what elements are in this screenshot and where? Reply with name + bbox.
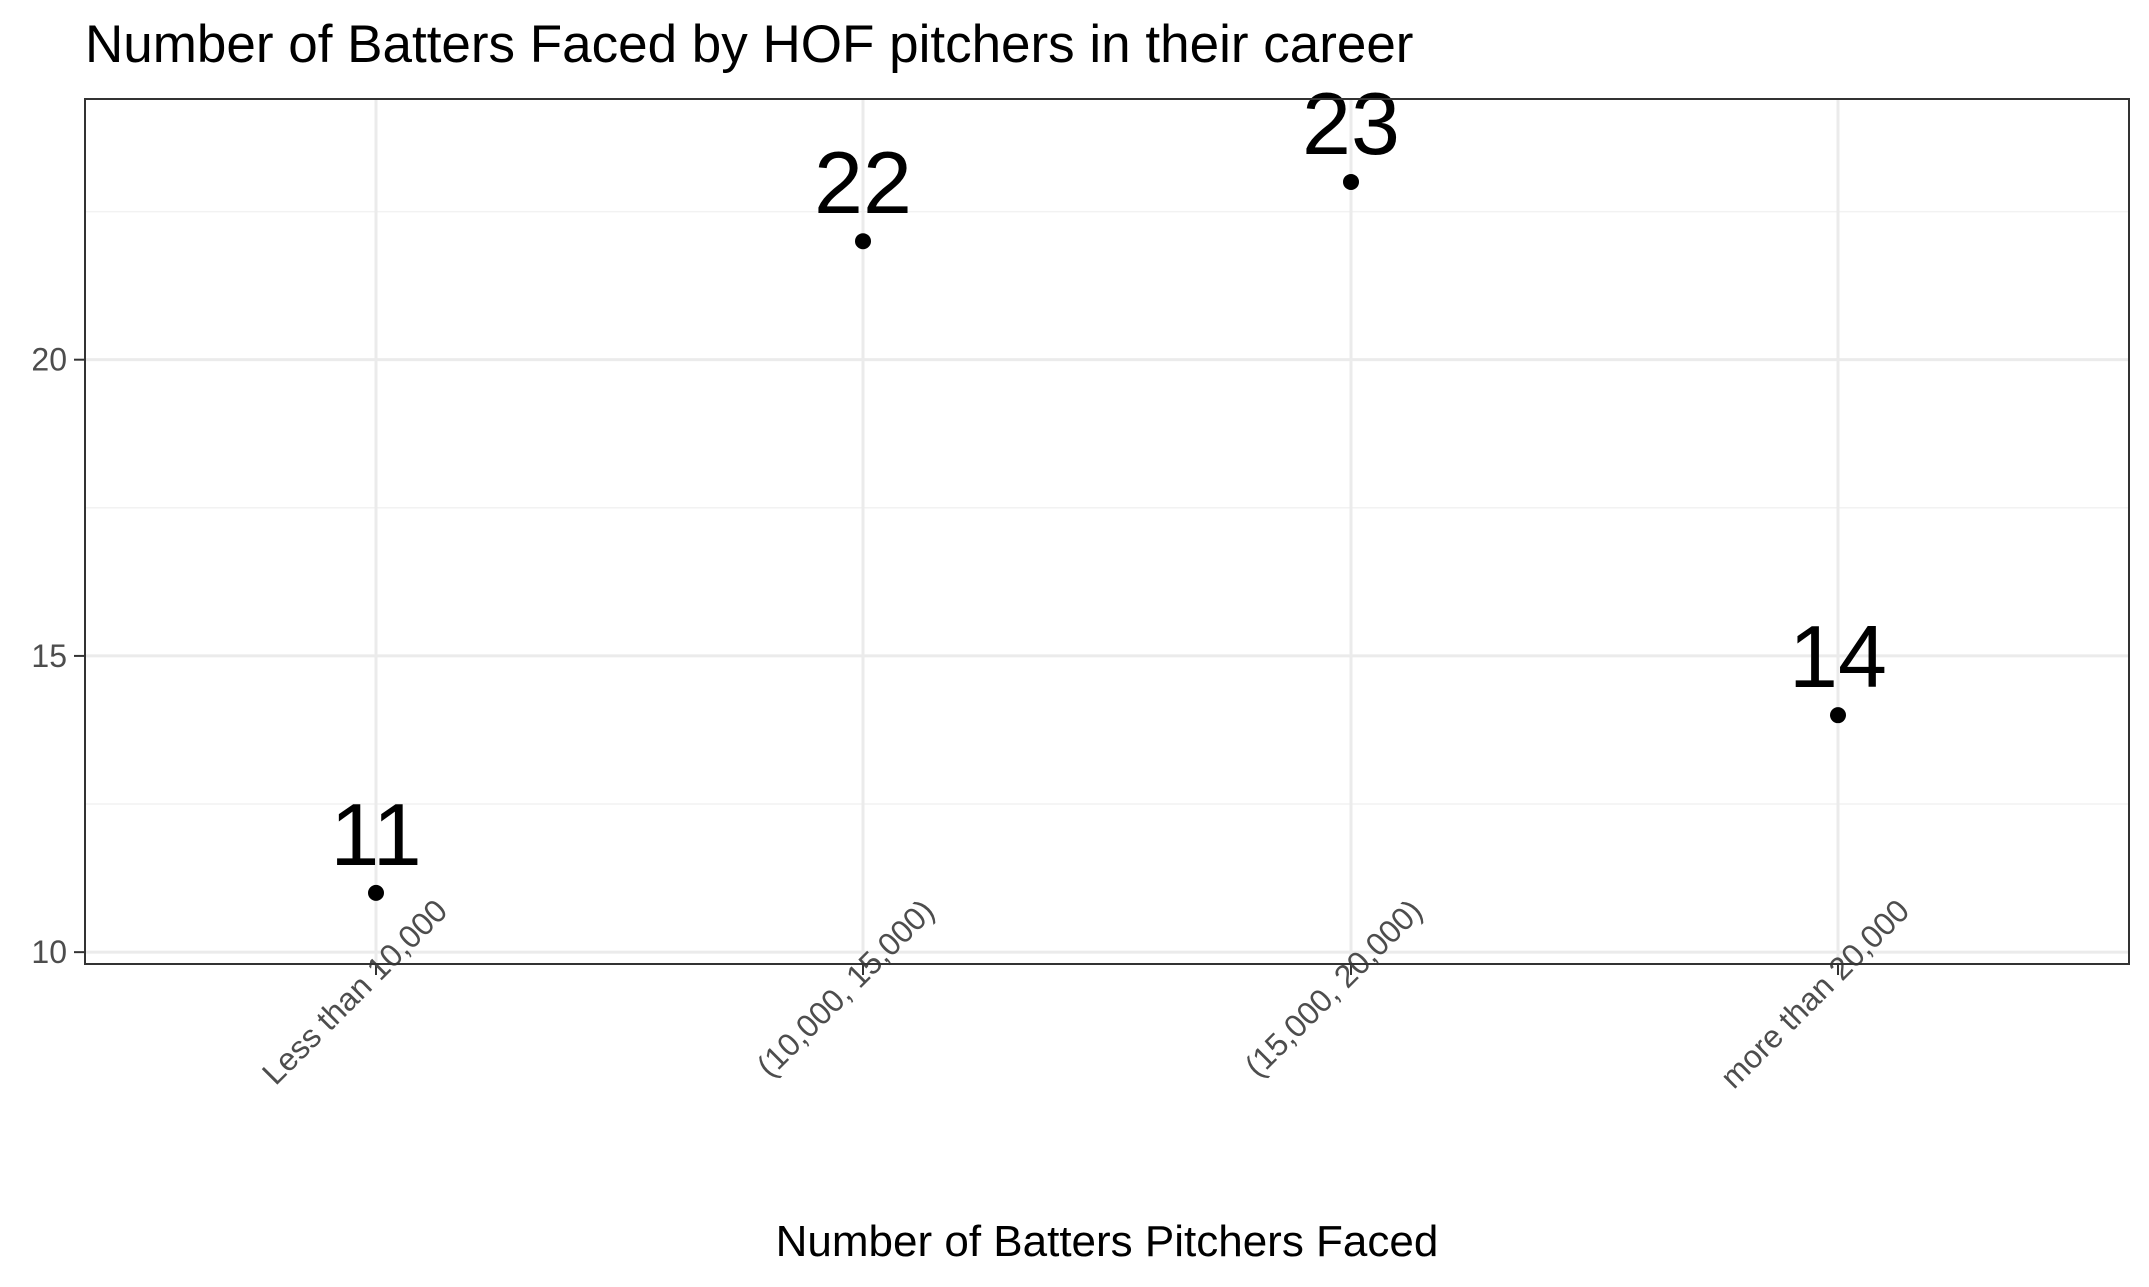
x-axis-title: Number of Batters Pitchers Faced (776, 1217, 1439, 1266)
data-point (1343, 173, 1359, 190)
chart-title: Number of Batters Faced by HOF pitchers … (85, 15, 1413, 74)
data-label: 22 (814, 133, 912, 232)
plot-panel-background (85, 99, 2129, 964)
data-point (368, 884, 384, 901)
y-tick-label: 10 (31, 934, 67, 970)
data-label: 14 (1789, 607, 1887, 706)
data-label: 11 (330, 785, 421, 884)
data-label: 23 (1302, 74, 1400, 173)
y-tick-label: 15 (31, 638, 67, 674)
point-layer: 11 22 23 14 (330, 74, 1887, 901)
y-tick-label: 20 (31, 342, 67, 378)
data-point (1830, 707, 1846, 724)
plot-panel-border (84, 98, 2130, 965)
data-point (855, 233, 871, 250)
